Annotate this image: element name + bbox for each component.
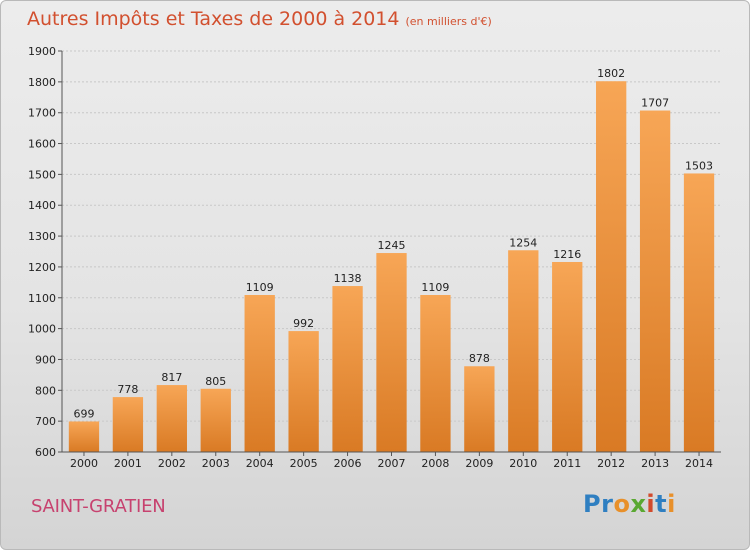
bar-value-label: 1138 xyxy=(334,272,362,285)
logo-letter: x xyxy=(630,490,647,518)
bar-value-label: 817 xyxy=(161,371,182,384)
y-tick-label: 1400 xyxy=(28,199,56,212)
bar-value-label: 699 xyxy=(73,407,94,420)
y-tick-label: 1600 xyxy=(28,138,56,151)
x-tick-label: 2003 xyxy=(202,457,230,470)
bar-value-label: 805 xyxy=(205,375,226,388)
y-tick-label: 1900 xyxy=(28,45,56,58)
x-tick-label: 2009 xyxy=(465,457,493,470)
bar xyxy=(683,173,715,452)
x-tick-label: 2008 xyxy=(421,457,449,470)
bar xyxy=(596,81,627,452)
x-tick-label: 2007 xyxy=(378,457,406,470)
x-tick-label: 2006 xyxy=(334,457,362,470)
chart-title: Autres Impôts et Taxes de 2000 à 2014 (en… xyxy=(27,8,492,30)
x-tick-label: 2005 xyxy=(290,457,318,470)
bar-value-label: 778 xyxy=(117,383,138,396)
logo-letter: i xyxy=(646,490,656,518)
logo-letter: t xyxy=(655,490,668,518)
bar xyxy=(464,366,495,452)
x-tick-label: 2014 xyxy=(685,457,713,470)
y-tick-label: 1200 xyxy=(28,261,56,274)
bar xyxy=(156,385,187,452)
logo-letter: o xyxy=(613,490,631,518)
x-tick-label: 2000 xyxy=(70,457,98,470)
x-tick-label: 2011 xyxy=(553,457,581,470)
bar-value-label: 878 xyxy=(469,352,490,365)
bar xyxy=(244,294,275,452)
y-tick-label: 900 xyxy=(35,353,56,366)
city-name: SAINT-GRATIEN xyxy=(31,496,166,517)
bar-value-label: 1216 xyxy=(553,248,581,261)
bars: 699 778 817 805 1109 992 1138 1245 1109 878 1254 12… xyxy=(68,67,715,452)
bar xyxy=(552,261,583,452)
y-tick-label: 1100 xyxy=(28,292,56,305)
logo-letter: P xyxy=(583,490,602,518)
x-tick-label: 2013 xyxy=(641,457,669,470)
y-tick-label: 1700 xyxy=(28,107,56,120)
y-tick-label: 700 xyxy=(35,415,56,428)
y-tick-label: 1000 xyxy=(28,323,56,336)
x-tick-label: 2012 xyxy=(597,457,625,470)
bar-value-label: 992 xyxy=(293,317,314,330)
bar xyxy=(420,294,451,452)
bar xyxy=(112,397,144,452)
y-tick-label: 1300 xyxy=(28,230,56,243)
proxiti-logo: Proxiti xyxy=(583,490,676,518)
y-tick-label: 600 xyxy=(35,446,56,459)
x-tick-label: 2001 xyxy=(114,457,142,470)
y-tick-label: 1800 xyxy=(28,76,56,89)
bar xyxy=(288,331,319,452)
bar xyxy=(376,253,407,452)
x-tick-label: 2010 xyxy=(509,457,537,470)
bar xyxy=(508,250,539,452)
bar-value-label: 1109 xyxy=(421,281,449,294)
bar-value-label: 1245 xyxy=(378,239,406,252)
bar-value-label: 1802 xyxy=(597,67,625,80)
bar-value-label: 1503 xyxy=(685,159,713,172)
bar xyxy=(68,421,100,452)
bar xyxy=(332,286,363,452)
chart-subtitle: (en milliers d'€) xyxy=(405,15,492,28)
x-tick-label: 2002 xyxy=(158,457,186,470)
bar xyxy=(200,388,231,452)
y-axis: 600 700 800 900 1000 1100 1200 1300 1400 1500 1600… xyxy=(28,45,63,459)
bar xyxy=(639,110,671,452)
logo-letter: r xyxy=(601,490,614,518)
x-axis: 2000 2001 2002 2003 2004 2005 2006 2007 2008 2009… xyxy=(62,451,721,470)
bar-value-label: 1254 xyxy=(509,236,537,249)
logo-letter: i xyxy=(667,490,676,518)
bar-value-label: 1109 xyxy=(246,281,274,294)
x-tick-label: 2004 xyxy=(246,457,274,470)
bar-value-label: 1707 xyxy=(641,97,669,110)
y-tick-label: 800 xyxy=(35,384,56,397)
y-tick-label: 1500 xyxy=(28,168,56,181)
title-text: Autres Impôts et Taxes de 2000 à 2014 xyxy=(27,8,400,30)
